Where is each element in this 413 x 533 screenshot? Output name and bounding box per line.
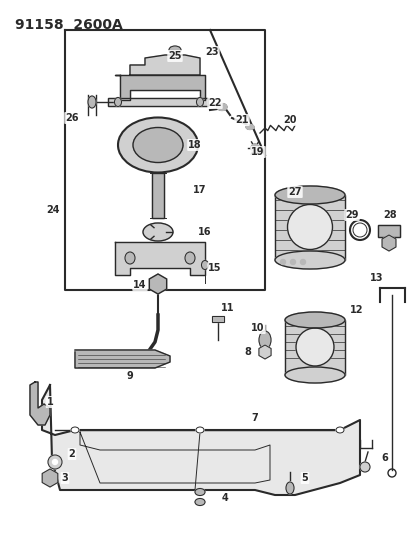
Text: 9: 9 [126, 371, 133, 381]
Ellipse shape [216, 103, 226, 110]
Text: 25: 25 [168, 51, 181, 61]
Ellipse shape [142, 223, 173, 241]
Text: 22: 22 [208, 98, 221, 108]
Bar [284, 320, 344, 375]
Ellipse shape [295, 328, 333, 366]
Text: 12: 12 [349, 305, 363, 315]
Ellipse shape [71, 427, 79, 433]
Text: 18: 18 [188, 140, 201, 150]
Bar [211, 316, 223, 322]
Text: 14: 14 [133, 280, 146, 290]
Text: 5: 5 [301, 473, 308, 483]
Polygon shape [30, 382, 50, 425]
Bar [152, 173, 164, 218]
Polygon shape [42, 385, 359, 495]
Ellipse shape [52, 459, 57, 464]
Text: 8: 8 [244, 347, 251, 357]
Bar [377, 225, 399, 237]
Text: 15: 15 [208, 263, 221, 273]
Ellipse shape [125, 252, 135, 264]
Ellipse shape [274, 251, 344, 269]
Polygon shape [115, 242, 204, 275]
Text: 19: 19 [251, 147, 264, 157]
Ellipse shape [284, 312, 344, 328]
Text: 24: 24 [46, 205, 59, 215]
Text: 7: 7 [251, 413, 258, 423]
Text: 6: 6 [381, 453, 387, 463]
Text: 16: 16 [198, 227, 211, 237]
Ellipse shape [195, 498, 204, 505]
Ellipse shape [48, 455, 62, 469]
Ellipse shape [133, 127, 183, 163]
Ellipse shape [245, 125, 254, 130]
Text: 26: 26 [65, 113, 78, 123]
Ellipse shape [300, 260, 305, 264]
Ellipse shape [280, 260, 285, 264]
Text: 28: 28 [382, 210, 396, 220]
Text: 29: 29 [344, 210, 358, 220]
Bar [274, 195, 344, 260]
Ellipse shape [290, 260, 295, 264]
Text: 21: 21 [235, 115, 248, 125]
Text: 27: 27 [287, 187, 301, 197]
Ellipse shape [359, 462, 369, 472]
Ellipse shape [169, 46, 180, 54]
Text: 2: 2 [69, 449, 75, 459]
Ellipse shape [201, 261, 208, 270]
Ellipse shape [250, 144, 259, 152]
Ellipse shape [196, 98, 203, 107]
Bar [284, 320, 344, 375]
Text: 91158  2600A: 91158 2600A [15, 18, 122, 32]
Polygon shape [115, 75, 204, 100]
Polygon shape [130, 55, 199, 75]
Text: 1: 1 [47, 397, 53, 407]
Bar [274, 195, 344, 260]
Ellipse shape [185, 252, 195, 264]
Bar [108, 98, 207, 106]
Ellipse shape [114, 98, 121, 107]
Ellipse shape [285, 482, 293, 494]
Text: 10: 10 [251, 323, 264, 333]
Ellipse shape [287, 205, 332, 249]
Bar [377, 225, 399, 237]
Ellipse shape [335, 427, 343, 433]
Ellipse shape [195, 489, 204, 496]
Text: 23: 23 [205, 47, 218, 57]
Text: 11: 11 [221, 303, 234, 313]
Ellipse shape [259, 331, 271, 349]
Text: 17: 17 [193, 185, 206, 195]
Text: 20: 20 [282, 115, 296, 125]
Text: 13: 13 [369, 273, 383, 283]
Text: 4: 4 [221, 493, 228, 503]
Ellipse shape [118, 117, 197, 173]
Text: 3: 3 [62, 473, 68, 483]
Ellipse shape [88, 96, 96, 108]
Ellipse shape [284, 367, 344, 383]
Bar [211, 316, 223, 322]
Bar [108, 98, 207, 106]
Ellipse shape [274, 186, 344, 204]
Ellipse shape [195, 427, 204, 433]
Polygon shape [75, 350, 170, 368]
Bar [152, 173, 164, 218]
